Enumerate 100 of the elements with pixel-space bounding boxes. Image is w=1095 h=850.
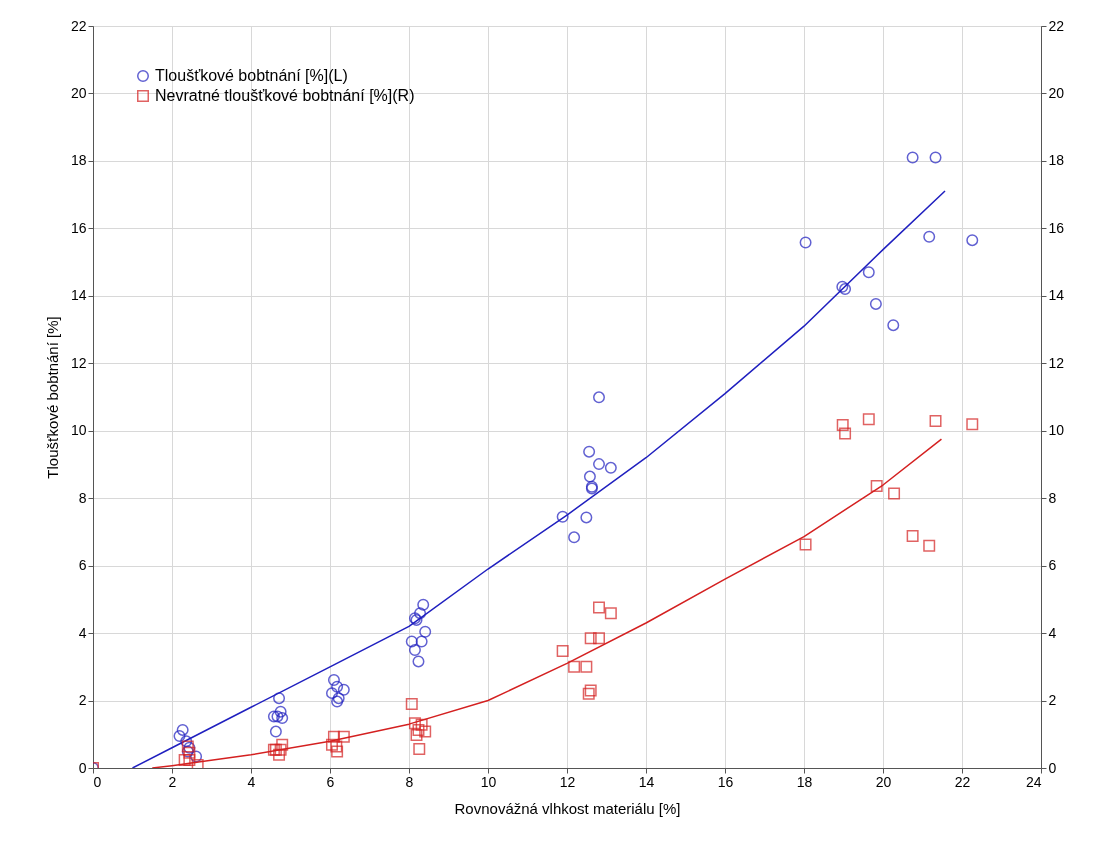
point: [331, 745, 344, 758]
point: [330, 740, 343, 753]
y-tick-label: 6: [78, 557, 87, 574]
point: [337, 730, 350, 743]
point: [580, 660, 593, 673]
point: [836, 419, 849, 431]
y-tick-label: 18: [70, 152, 87, 169]
point: [337, 683, 350, 696]
point: [178, 753, 191, 766]
point: [556, 510, 569, 523]
point: [593, 601, 605, 614]
point: [966, 418, 979, 431]
y-tick-label: 20: [70, 84, 87, 101]
point: [799, 236, 812, 249]
point: [327, 673, 340, 686]
point: [929, 151, 942, 164]
x-tick-label: 16: [717, 773, 734, 790]
point: [568, 531, 581, 544]
point: [415, 635, 428, 648]
point: [190, 750, 203, 763]
point: [271, 710, 284, 723]
point: [593, 632, 605, 645]
point: [173, 729, 186, 742]
y-tick-label: 22: [70, 17, 87, 34]
point: [966, 234, 979, 247]
x-tick-label: 12: [559, 773, 576, 790]
y-tick-label: 0: [78, 759, 87, 776]
point: [325, 738, 338, 751]
point: [405, 635, 418, 648]
point: [274, 705, 287, 718]
point: [869, 297, 882, 310]
y-tick-label: 16: [70, 219, 87, 236]
point: [276, 712, 289, 725]
point: [799, 538, 812, 551]
point: [604, 607, 617, 620]
y2-tick-label: 10: [1048, 422, 1065, 439]
point: [888, 487, 901, 500]
point: [413, 743, 426, 756]
point: [419, 725, 432, 738]
point: [405, 697, 418, 710]
point: [183, 753, 196, 766]
x-tick-label: 20: [875, 773, 892, 790]
x-tick-label: 0: [93, 773, 102, 790]
point: [906, 151, 919, 164]
point: [273, 692, 286, 705]
y-tick-label: 4: [78, 624, 87, 641]
y2-tick-label: 16: [1048, 219, 1065, 236]
point: [906, 529, 919, 542]
y2-tick-label: 2: [1048, 692, 1057, 709]
y-tick-label: 12: [70, 354, 87, 371]
y-tick-label: 2: [78, 692, 87, 709]
point: [180, 735, 193, 748]
point: [176, 723, 189, 736]
point: [414, 607, 427, 620]
point: [580, 511, 593, 524]
point: [269, 725, 282, 738]
x-tick-label: 2: [168, 773, 177, 790]
point: [412, 723, 425, 736]
y2-tick-label: 20: [1048, 84, 1065, 101]
point: [276, 738, 289, 751]
point: [593, 458, 605, 471]
point: [887, 319, 900, 332]
point: [556, 644, 569, 657]
point: [929, 414, 942, 427]
point: [584, 632, 597, 645]
x-tick-label: 24: [1025, 773, 1042, 790]
y2-tick-label: 4: [1048, 624, 1057, 641]
point: [415, 718, 428, 731]
y-tick-label: 8: [78, 489, 87, 506]
x-tick-label: 4: [247, 773, 256, 790]
x-tick-label: 10: [480, 773, 497, 790]
legend-label: Nevratné tloušťkové bobtnání [%](R): [155, 87, 415, 104]
legend-label: Tloušťkové bobtnání [%](L): [155, 67, 348, 84]
y-tick-label: 14: [70, 287, 87, 304]
point: [839, 427, 852, 440]
point: [862, 266, 875, 279]
y2-tick-label: 6: [1048, 557, 1057, 574]
x-tick-label: 18: [796, 773, 813, 790]
point: [419, 625, 432, 638]
x-tick-label: 22: [954, 773, 971, 790]
point: [325, 687, 338, 700]
y-tick-label: 10: [70, 422, 87, 439]
x-tick-label: 6: [326, 773, 335, 790]
point: [870, 480, 883, 493]
x-axis-title: Rovnovážná vlhkost materiálu [%]: [454, 799, 681, 817]
y2-tick-label: 14: [1048, 287, 1065, 304]
point: [191, 758, 204, 768]
point: [568, 660, 581, 673]
y2-tick-label: 18: [1048, 152, 1065, 169]
line-series: [131, 190, 946, 768]
point: [327, 730, 340, 743]
point: [593, 391, 605, 404]
point: [267, 710, 280, 723]
point: [604, 461, 617, 474]
point: [408, 717, 421, 730]
y2-tick-label: 0: [1048, 759, 1057, 776]
point: [274, 743, 287, 756]
point: [583, 445, 596, 458]
point: [417, 598, 430, 611]
point: [410, 728, 423, 741]
